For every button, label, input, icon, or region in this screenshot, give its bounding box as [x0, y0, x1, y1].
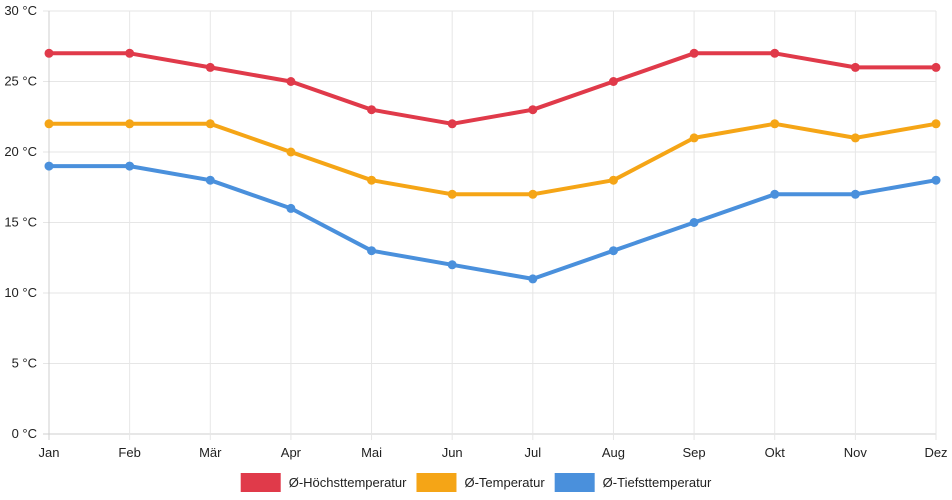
grid-layer [43, 10, 937, 440]
data-point[interactable] [608, 175, 618, 185]
series-line [47, 164, 938, 281]
legend-swatch [554, 473, 595, 492]
data-point[interactable] [770, 119, 780, 129]
data-point[interactable] [44, 48, 54, 58]
data-point[interactable] [205, 175, 215, 185]
data-point[interactable] [528, 274, 538, 284]
data-point[interactable] [850, 189, 860, 199]
data-point[interactable] [44, 119, 54, 129]
data-point[interactable] [608, 77, 618, 86]
data-point[interactable] [931, 62, 941, 72]
data-point[interactable] [447, 260, 457, 270]
legend-label: Ø-Höchsttemperatur [289, 475, 407, 490]
data-point[interactable] [447, 189, 457, 199]
x-tick-label: Okt [765, 445, 786, 460]
data-point[interactable] [205, 119, 215, 129]
x-tick-label: Sep [683, 445, 706, 460]
y-tick-label: 20 °C [4, 144, 37, 159]
x-tick-label: Dez [924, 445, 947, 460]
y-tick-label: 10 °C [4, 285, 37, 300]
data-point[interactable] [689, 133, 699, 143]
y-tick-label: 0 °C [12, 426, 37, 441]
data-point[interactable] [528, 105, 538, 115]
y-tick-label: 25 °C [4, 74, 37, 89]
series-2 [44, 119, 941, 199]
y-tick-label: 15 °C [4, 215, 37, 230]
legend-swatch [240, 473, 281, 492]
x-tick-label: Apr [281, 445, 302, 460]
x-tick-label: Jan [39, 445, 60, 460]
data-point[interactable] [447, 119, 457, 129]
x-tick-label: Jul [525, 445, 542, 460]
y-tick-label: 30 °C [4, 3, 37, 18]
data-point[interactable] [367, 175, 377, 185]
data-point[interactable] [125, 119, 135, 129]
data-point[interactable] [286, 203, 296, 213]
data-point[interactable] [850, 133, 860, 143]
data-point[interactable] [286, 147, 296, 157]
legend-label: Ø-Temperatur [464, 475, 545, 490]
series-line [47, 51, 938, 126]
x-tick-label: Mär [199, 445, 222, 460]
series-layer [44, 48, 941, 284]
data-point[interactable] [689, 218, 699, 227]
data-point[interactable] [850, 62, 860, 72]
legend-label: Ø-Tiefsttemperatur [603, 475, 712, 490]
data-point[interactable] [608, 246, 618, 256]
data-point[interactable] [205, 62, 215, 72]
legend-swatch [416, 473, 457, 492]
data-point[interactable] [125, 48, 135, 58]
data-point[interactable] [367, 105, 377, 115]
legend[interactable]: Ø-Höchsttemperatur Ø-Temperatur Ø-Tiefstte… [240, 473, 712, 492]
series-1 [44, 48, 941, 129]
data-point[interactable] [286, 77, 296, 86]
y-tick-label: 5 °C [12, 356, 37, 371]
legend-item-2[interactable]: Ø-Temperatur [416, 473, 545, 492]
legend-item-1[interactable]: Ø-Höchsttemperatur [240, 473, 407, 492]
data-point[interactable] [770, 48, 780, 58]
x-tick-label: Aug [602, 445, 625, 460]
data-point[interactable] [528, 189, 538, 199]
data-point[interactable] [44, 161, 54, 171]
data-point[interactable] [770, 189, 780, 199]
series-line [47, 121, 938, 197]
data-point[interactable] [367, 246, 377, 256]
x-tick-label: Jun [442, 445, 463, 460]
data-point[interactable] [931, 119, 941, 129]
data-point[interactable] [125, 161, 135, 171]
x-tick-label: Feb [118, 445, 140, 460]
data-point[interactable] [931, 175, 941, 185]
data-point[interactable] [689, 48, 699, 58]
axis-layer: 0 °C 5 °C 10 °C 15 °C 20 °C 25 °C 30 °C Jan Feb M… [4, 3, 947, 460]
x-tick-label: Nov [844, 445, 868, 460]
legend-item-3[interactable]: Ø-Tiefsttemperatur [554, 473, 712, 492]
series-3 [44, 161, 941, 284]
x-tick-label: Mai [361, 445, 382, 460]
